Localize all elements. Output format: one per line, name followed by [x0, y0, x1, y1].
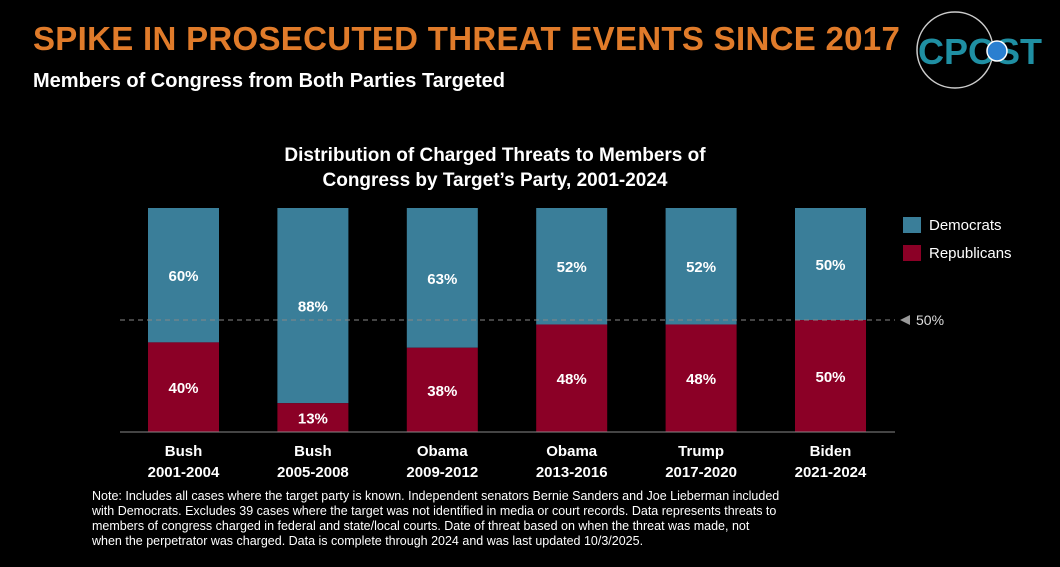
category-label-years: 2001-2004 — [148, 464, 220, 481]
main-title: SPIKE IN PROSECUTED THREAT EVENTS SINCE … — [33, 20, 901, 57]
category-label-years: 2021-2024 — [795, 464, 867, 481]
footnote: Note: Includes all cases where the targe… — [92, 489, 780, 548]
data-label-democrats: 52% — [686, 259, 716, 276]
globe-icon — [986, 40, 1008, 62]
data-label-democrats: 60% — [168, 268, 198, 285]
data-label-republicans: 40% — [168, 380, 198, 397]
category-label-president: Bush — [294, 443, 332, 460]
category-label-president: Biden — [810, 443, 852, 460]
bar-republicans — [665, 324, 737, 432]
bar-democrats — [277, 208, 349, 404]
bar-republicans — [277, 403, 349, 432]
bar-republicans — [148, 342, 219, 432]
legend-swatch-democrats — [903, 217, 921, 233]
category-label-president: Obama — [546, 443, 598, 460]
data-label-republicans: 50% — [815, 369, 845, 386]
chart-title-line-1: Distribution of Charged Threats to Membe… — [284, 145, 706, 166]
bar-democrats — [536, 208, 608, 325]
data-label-republicans: 13% — [298, 411, 328, 428]
category-label-president: Bush — [165, 443, 203, 460]
legend-label-republicans: Republicans — [929, 245, 1012, 262]
bar-republicans — [536, 324, 608, 432]
data-label-democrats: 50% — [815, 257, 845, 274]
legend-swatch-republicans — [903, 245, 921, 261]
category-label-president: Obama — [417, 443, 469, 460]
category-label-years: 2009-2012 — [406, 464, 478, 481]
data-label-republicans: 48% — [557, 371, 587, 388]
reference-arrow-icon — [900, 315, 910, 325]
bar-democrats — [795, 208, 866, 320]
chart-title: Distribution of Charged Threats to Membe… — [200, 143, 790, 193]
category-label-years: 2005-2008 — [277, 464, 349, 481]
bar-democrats — [665, 208, 737, 325]
bar-republicans — [795, 320, 866, 432]
subtitle: Members of Congress from Both Parties Ta… — [33, 70, 505, 92]
data-label-democrats: 52% — [557, 259, 587, 276]
data-label-democrats: 63% — [427, 271, 457, 288]
legend-label-democrats: Democrats — [929, 217, 1002, 234]
data-label-democrats: 88% — [298, 299, 328, 316]
data-label-republicans: 48% — [686, 371, 716, 388]
logo-text: CPOST — [918, 31, 1042, 72]
cpost-logo: CPOST — [910, 10, 1055, 90]
data-label-republicans: 38% — [427, 383, 457, 400]
reference-line-label: 50% — [916, 312, 944, 328]
category-label-years: 2013-2016 — [536, 464, 608, 481]
bar-republicans — [406, 347, 478, 432]
category-label-president: Trump — [678, 443, 724, 460]
bar-democrats — [406, 208, 478, 348]
category-label-years: 2017-2020 — [665, 464, 737, 481]
chart-title-line-2: Congress by Target’s Party, 2001-2024 — [322, 170, 668, 191]
